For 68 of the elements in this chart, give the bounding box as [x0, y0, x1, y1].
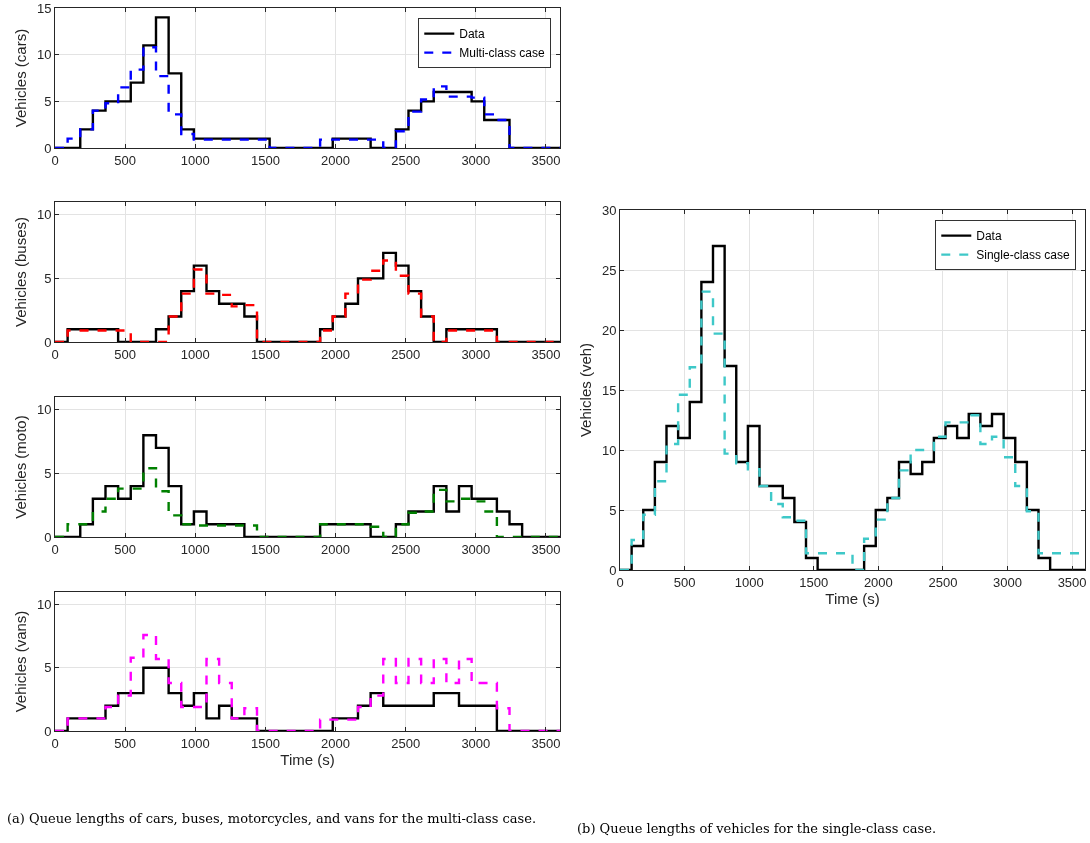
- x-axis-title: Time (s): [280, 750, 335, 768]
- x-tick-label: 2500: [391, 541, 421, 557]
- x-tick-label: 3500: [531, 541, 561, 557]
- x-tick-label: 1500: [250, 152, 280, 168]
- x-tick-label: 2000: [321, 346, 351, 362]
- x-tick-label: 2000: [321, 735, 351, 751]
- legend-label: Data: [459, 27, 485, 42]
- y-tick-label: 10: [601, 442, 617, 458]
- y-axis-title: Vehicles (moto): [12, 415, 30, 519]
- x-tick-label: 1000: [180, 541, 210, 557]
- x-tick-label: 2500: [928, 574, 958, 590]
- y-tick-label: 15: [601, 382, 617, 398]
- x-tick-label: 3500: [1057, 574, 1087, 590]
- x-tick-label: 500: [673, 574, 696, 590]
- y-tick-label: 0: [44, 529, 52, 545]
- x-tick-label: 1500: [250, 541, 280, 557]
- x-tick-label: 3000: [461, 735, 491, 751]
- x-tick-label: 3500: [531, 152, 561, 168]
- x-tick-label: 1500: [250, 346, 280, 362]
- y-tick-label: 15: [36, 0, 52, 16]
- x-tick-label: 2000: [321, 541, 351, 557]
- x-tick-label: 3000: [461, 346, 491, 362]
- x-tick-label: 2500: [391, 346, 421, 362]
- y-tick-label: 10: [36, 402, 52, 418]
- y-tick-label: 5: [44, 660, 52, 676]
- x-tick-label: 1000: [180, 152, 210, 168]
- x-tick-label: 2000: [321, 152, 351, 168]
- x-tick-label: 3500: [531, 735, 561, 751]
- x-tick-label: 500: [114, 541, 136, 557]
- y-tick-label: 5: [44, 270, 52, 286]
- y-axis-title: Vehicles (vans): [12, 610, 30, 713]
- legend-label: Data: [976, 229, 1002, 244]
- x-tick-label: 500: [114, 735, 136, 751]
- y-tick-label: 10: [36, 207, 52, 223]
- legend-label: Multi-class case: [459, 46, 545, 61]
- y-tick-label: 0: [44, 334, 52, 350]
- x-tick-label: 2500: [391, 152, 421, 168]
- y-tick-label: 0: [609, 562, 617, 578]
- x-tick-label: 2500: [391, 735, 421, 751]
- text: (b) Queue lengths of vehicles for the single-class case.: [577, 821, 937, 836]
- y-tick-label: 5: [44, 93, 52, 109]
- y-tick-label: 5: [609, 502, 617, 518]
- y-tick-label: 30: [601, 202, 617, 218]
- y-axis-title: Vehicles (buses): [12, 216, 30, 328]
- y-tick-label: 25: [601, 262, 617, 278]
- text: (a) Queue lengths of cars, buses, motorcycles, and vans for the multi-class case.: [7, 811, 537, 826]
- x-tick-label: 3000: [993, 574, 1022, 590]
- x-tick-label: 3000: [461, 152, 491, 168]
- y-axis-title: Vehicles (veh): [577, 342, 595, 438]
- y-tick-label: 0: [44, 723, 52, 739]
- legend-label: Single-class case: [976, 248, 1070, 263]
- y-tick-label: 0: [44, 140, 52, 156]
- y-tick-label: 5: [44, 465, 52, 481]
- y-tick-label: 10: [36, 47, 52, 63]
- x-tick-label: 3000: [461, 541, 491, 557]
- x-tick-label: 1500: [799, 574, 829, 590]
- x-tick-label: 500: [114, 346, 136, 362]
- x-tick-label: 1000: [734, 574, 764, 590]
- x-tick-label: 2000: [863, 574, 893, 590]
- y-axis-title: Vehicles (cars): [12, 28, 30, 128]
- x-tick-label: 3500: [531, 346, 561, 362]
- y-tick-label: 20: [601, 322, 617, 338]
- x-axis-title: Time (s): [825, 589, 880, 607]
- x-tick-label: 1000: [180, 735, 210, 751]
- x-tick-label: 1000: [180, 346, 210, 362]
- x-tick-label: 500: [114, 152, 136, 168]
- x-tick-label: 1500: [250, 735, 280, 751]
- y-tick-label: 10: [36, 597, 52, 613]
